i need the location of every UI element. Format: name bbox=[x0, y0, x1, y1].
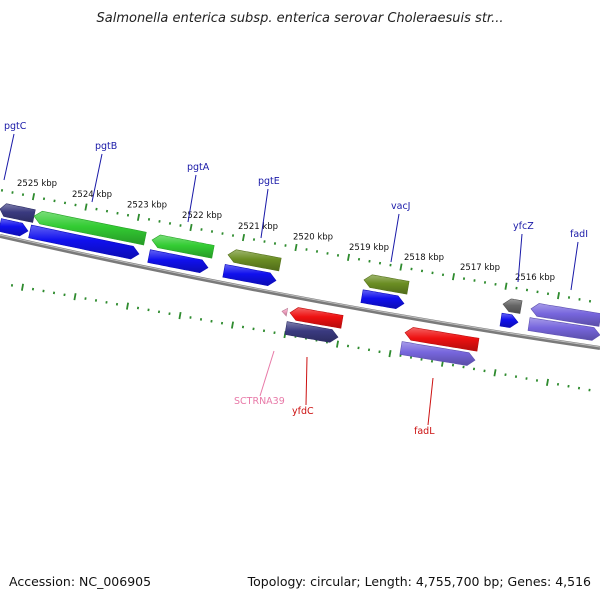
feature-arrow-lavender[interactable] bbox=[399, 341, 476, 366]
gene-leader-line bbox=[427, 377, 434, 426]
feature-arrow-red[interactable] bbox=[289, 307, 344, 329]
ruler-major-tick bbox=[241, 233, 246, 242]
gene-label-pgtb[interactable]: pgtB bbox=[95, 141, 117, 152]
ruler-label: 2522 kbp bbox=[182, 211, 222, 221]
ruler-major-tick bbox=[545, 378, 550, 386]
feature-arrow-blue[interactable] bbox=[147, 249, 209, 274]
ruler-major-tick bbox=[125, 302, 130, 310]
ruler-major-tick bbox=[230, 321, 235, 329]
gene-label-vacj[interactable]: vacJ bbox=[391, 201, 410, 212]
feature-arrow-lavender[interactable] bbox=[527, 317, 600, 341]
gene-label-yfdc[interactable]: yfdC bbox=[292, 406, 314, 417]
feature-arrow-green[interactable] bbox=[151, 234, 215, 259]
ruler-major-tick bbox=[451, 273, 456, 281]
ruler-label: 2520 kbp bbox=[293, 232, 333, 242]
feature-arrow-lavender[interactable] bbox=[530, 303, 600, 327]
gene-label-fadi[interactable]: fadI bbox=[570, 229, 588, 240]
gene-leader-line bbox=[570, 241, 579, 291]
gene-leader-line bbox=[187, 174, 197, 223]
ruler-major-tick bbox=[399, 263, 403, 271]
ruler-major-tick bbox=[388, 350, 392, 358]
feature-arrow-blue[interactable] bbox=[0, 218, 29, 237]
backbone-line bbox=[0, 234, 600, 350]
gene-label-pgtc[interactable]: pgtC bbox=[4, 121, 27, 132]
gene-label-fadl[interactable]: fadL bbox=[414, 426, 435, 437]
feature-arrow-grey[interactable] bbox=[502, 298, 523, 314]
ruler-major-tick bbox=[189, 223, 193, 232]
ruler-major-tick bbox=[178, 311, 182, 320]
gene-leader-line bbox=[390, 213, 400, 263]
feature-arrow-pink[interactable] bbox=[281, 307, 289, 317]
ruler-major-tick bbox=[20, 283, 25, 291]
ruler-major-tick bbox=[136, 213, 141, 221]
ruler-label: 2521 kbp bbox=[238, 222, 278, 232]
ruler-label: 2519 kbp bbox=[349, 243, 389, 253]
feature-arrow-blue[interactable] bbox=[360, 289, 405, 310]
feature-arrow-green[interactable] bbox=[33, 210, 147, 246]
gene-leader-line bbox=[517, 233, 523, 283]
gene-label-pgta[interactable]: pgtA bbox=[187, 162, 210, 173]
map-title: Salmonella enterica subsp. enterica sero… bbox=[97, 11, 504, 26]
ruler-label: 2524 kbp bbox=[72, 190, 112, 200]
gene-labels: pgtC pgtB pgtA pgtE vacJ yfcZ fadI SCTRNA39 yfdC… bbox=[3, 121, 588, 437]
ruler-major-tick bbox=[335, 340, 340, 348]
ruler-major-tick bbox=[73, 293, 77, 301]
gene-label-yfcz[interactable]: yfcZ bbox=[513, 221, 534, 232]
topology-summary-text: Topology: circular; Length: 4,755,700 bp… bbox=[247, 574, 591, 589]
feature-arrow-red[interactable] bbox=[404, 327, 480, 352]
gene-leader-line bbox=[91, 153, 103, 203]
ruler-label: 2516 kbp bbox=[515, 273, 555, 283]
gene-leader-line bbox=[305, 356, 308, 406]
feature-arrow-blue[interactable] bbox=[499, 312, 519, 328]
ruler-label: 2523 kbp bbox=[127, 201, 167, 211]
ruler-major-tick bbox=[556, 292, 561, 300]
gene-leader-line bbox=[259, 350, 275, 397]
ruler-label: 2518 kbp bbox=[404, 253, 444, 263]
ruler-major-tick bbox=[84, 203, 88, 211]
feature-arrow-blue[interactable] bbox=[28, 224, 140, 260]
ruler-label: 2525 kbp bbox=[17, 179, 57, 189]
accession-text: Accession: NC_006905 bbox=[9, 574, 151, 589]
genome-backbone bbox=[0, 234, 600, 350]
backbone-highlight bbox=[0, 234, 600, 348]
feature-arrow-olive[interactable] bbox=[363, 274, 410, 295]
ruler-major-tick bbox=[504, 282, 508, 290]
ruler-labels: 2525 kbp 2524 kbp 2523 kbp 2522 kbp 2521 kbp… bbox=[17, 179, 555, 283]
ruler-label: 2517 kbp bbox=[460, 263, 500, 273]
feature-layer bbox=[0, 203, 600, 366]
ruler-major-tick bbox=[346, 253, 351, 261]
gene-leader-line bbox=[260, 188, 269, 239]
gene-label-sctrna39[interactable]: SCTRNA39 bbox=[234, 396, 285, 407]
ruler-major-tick bbox=[31, 193, 36, 201]
feature-arrow-olive[interactable] bbox=[227, 249, 282, 272]
ruler-major-tick bbox=[493, 369, 497, 377]
feature-arrow-blue[interactable] bbox=[222, 264, 277, 287]
gene-label-pgte[interactable]: pgtE bbox=[258, 176, 280, 187]
feature-arrow-navy[interactable] bbox=[284, 321, 339, 343]
ruler-outer-track bbox=[0, 189, 592, 303]
ruler-major-tick bbox=[294, 243, 298, 252]
gene-leader-line bbox=[3, 133, 15, 181]
